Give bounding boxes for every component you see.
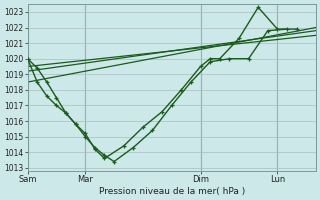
X-axis label: Pression niveau de la mer( hPa ): Pression niveau de la mer( hPa ) — [99, 187, 245, 196]
